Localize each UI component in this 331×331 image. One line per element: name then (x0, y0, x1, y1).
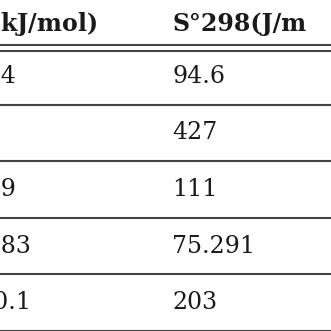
Text: 94.6: 94.6 (172, 65, 225, 88)
Text: -541.4: -541.4 (0, 65, 16, 88)
Text: -10.29: -10.29 (0, 178, 16, 201)
Text: -885.83: -885.83 (0, 235, 31, 258)
Text: 111: 111 (172, 178, 217, 201)
Text: 75.291: 75.291 (172, 235, 255, 258)
Text: S°298(J/m: S°298(J/m (172, 12, 306, 36)
Text: 427: 427 (172, 121, 217, 144)
Text: 203: 203 (172, 291, 217, 314)
Text: H$\degree$$_f$ (kJ/mol): H$\degree$$_f$ (kJ/mol) (0, 10, 98, 38)
Text: -1460.1: -1460.1 (0, 291, 31, 314)
